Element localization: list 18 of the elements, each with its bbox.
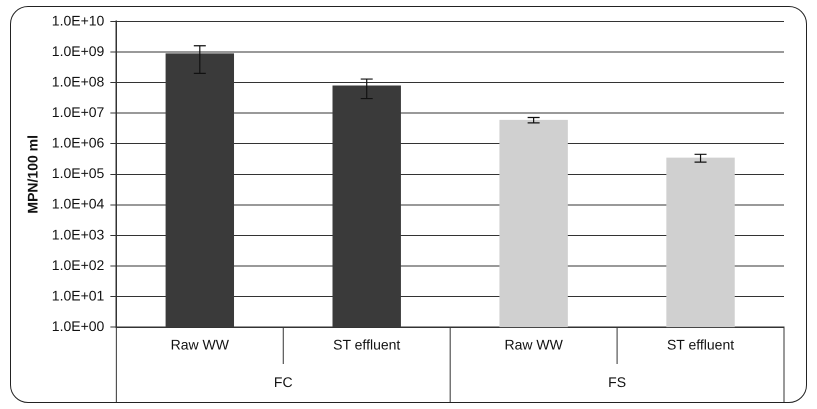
y-tick-label: 1.0E+06 — [52, 134, 105, 151]
x-tick-label: Raw WW — [170, 336, 230, 352]
y-tick-label: 1.0E+04 — [52, 196, 105, 212]
x-tick-label: Raw WW — [504, 336, 564, 352]
text: FS — [608, 374, 626, 390]
y-tick-label: 1.0E+09 — [52, 42, 105, 59]
y-axis-title: MPN/100 ml — [24, 135, 40, 214]
x-tick-label: ST effluent — [333, 336, 400, 352]
y-tick-label: 1.0E+10 — [52, 12, 105, 28]
y-tick-label: 1.0E+00 — [52, 318, 105, 334]
y-tick-label: 1.0E+02 — [52, 256, 105, 273]
x-tick-label: ST effluent — [666, 336, 734, 352]
text: FC — [274, 374, 293, 390]
y-tick-label: 1.0E+05 — [52, 165, 105, 182]
y-tick-label: 1.0E+01 — [52, 287, 105, 304]
y-tick-label: 1.0E+07 — [52, 104, 105, 120]
y-tick-label: 1.0E+03 — [52, 226, 105, 242]
y-tick-label: 1.0E+08 — [52, 73, 105, 90]
